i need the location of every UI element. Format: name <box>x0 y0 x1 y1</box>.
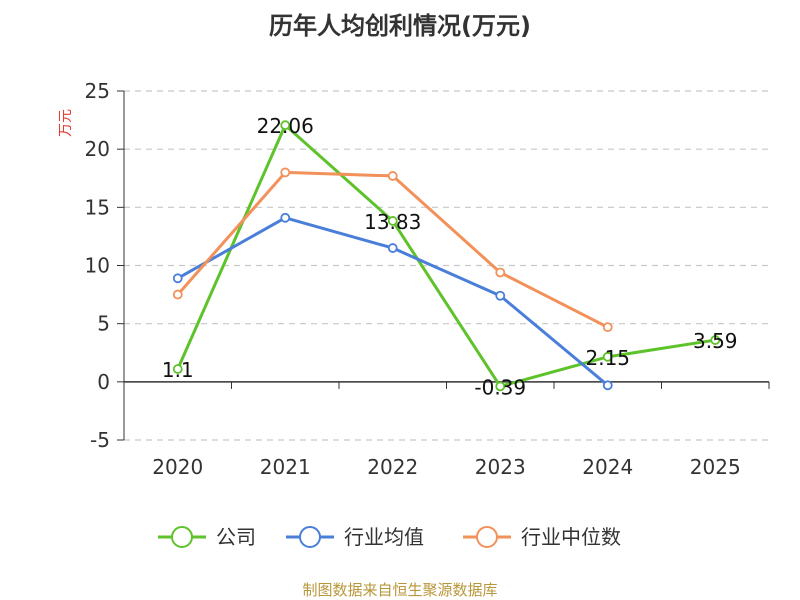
data-point <box>495 267 506 278</box>
data-labels: 1.1 22.06 13.83 -0.39 2.15 3.59 <box>162 114 738 399</box>
legend-marker <box>476 526 498 548</box>
data-point <box>602 380 613 391</box>
x-tick-label: 2024 <box>582 455 633 479</box>
data-point <box>280 212 291 223</box>
grid-lines <box>124 90 769 441</box>
data-point <box>172 289 183 300</box>
source-note: 制图数据来自恒生聚源数据库 <box>302 581 497 599</box>
x-tick-label: 2025 <box>690 455 741 479</box>
y-axis-unit: 万元 <box>58 109 74 137</box>
y-tick-label: 15 <box>85 195 110 219</box>
data-point <box>280 120 291 131</box>
legend-marker <box>299 526 321 548</box>
y-tick-label: 25 <box>85 79 110 103</box>
legend-marker <box>171 526 193 548</box>
x-tick-label: 2021 <box>260 455 311 479</box>
legend-label: 行业中位数 <box>521 525 621 549</box>
legend-label: 行业均值 <box>344 525 424 549</box>
data-point <box>387 216 398 226</box>
series-line <box>176 123 716 388</box>
series-layer <box>172 120 721 392</box>
data-label: 3.59 <box>693 329 738 353</box>
series-line <box>177 216 609 387</box>
data-label: -0.39 <box>474 375 526 399</box>
data-point <box>387 243 398 253</box>
x-tick-label: 2023 <box>475 455 526 479</box>
chart-title: 历年人均创利情况(万元) <box>269 12 531 40</box>
y-tick-label: 5 <box>97 312 110 336</box>
y-tick-label: -5 <box>90 428 110 452</box>
data-point <box>172 273 183 284</box>
y-tick-label: 0 <box>97 370 110 394</box>
data-label: 22.06 <box>257 114 314 138</box>
x-tick-label: 2020 <box>152 455 203 479</box>
data-label: 13.83 <box>364 210 421 234</box>
data-point <box>172 364 183 374</box>
data-label: 2.15 <box>585 346 630 370</box>
data-point <box>602 322 613 333</box>
legend: 公司 行业均值 行业中位数 <box>158 525 621 549</box>
data-point <box>387 171 398 181</box>
data-point <box>495 290 506 301</box>
data-point <box>710 335 721 345</box>
y-tick-label: 20 <box>85 137 110 161</box>
legend-label: 公司 <box>216 525 256 549</box>
data-point <box>495 381 506 392</box>
data-point <box>602 351 613 362</box>
x-tick-label: 2022 <box>367 455 418 479</box>
data-label: 1.1 <box>162 358 194 382</box>
y-tick-label: 10 <box>85 254 110 278</box>
data-point <box>280 167 291 178</box>
